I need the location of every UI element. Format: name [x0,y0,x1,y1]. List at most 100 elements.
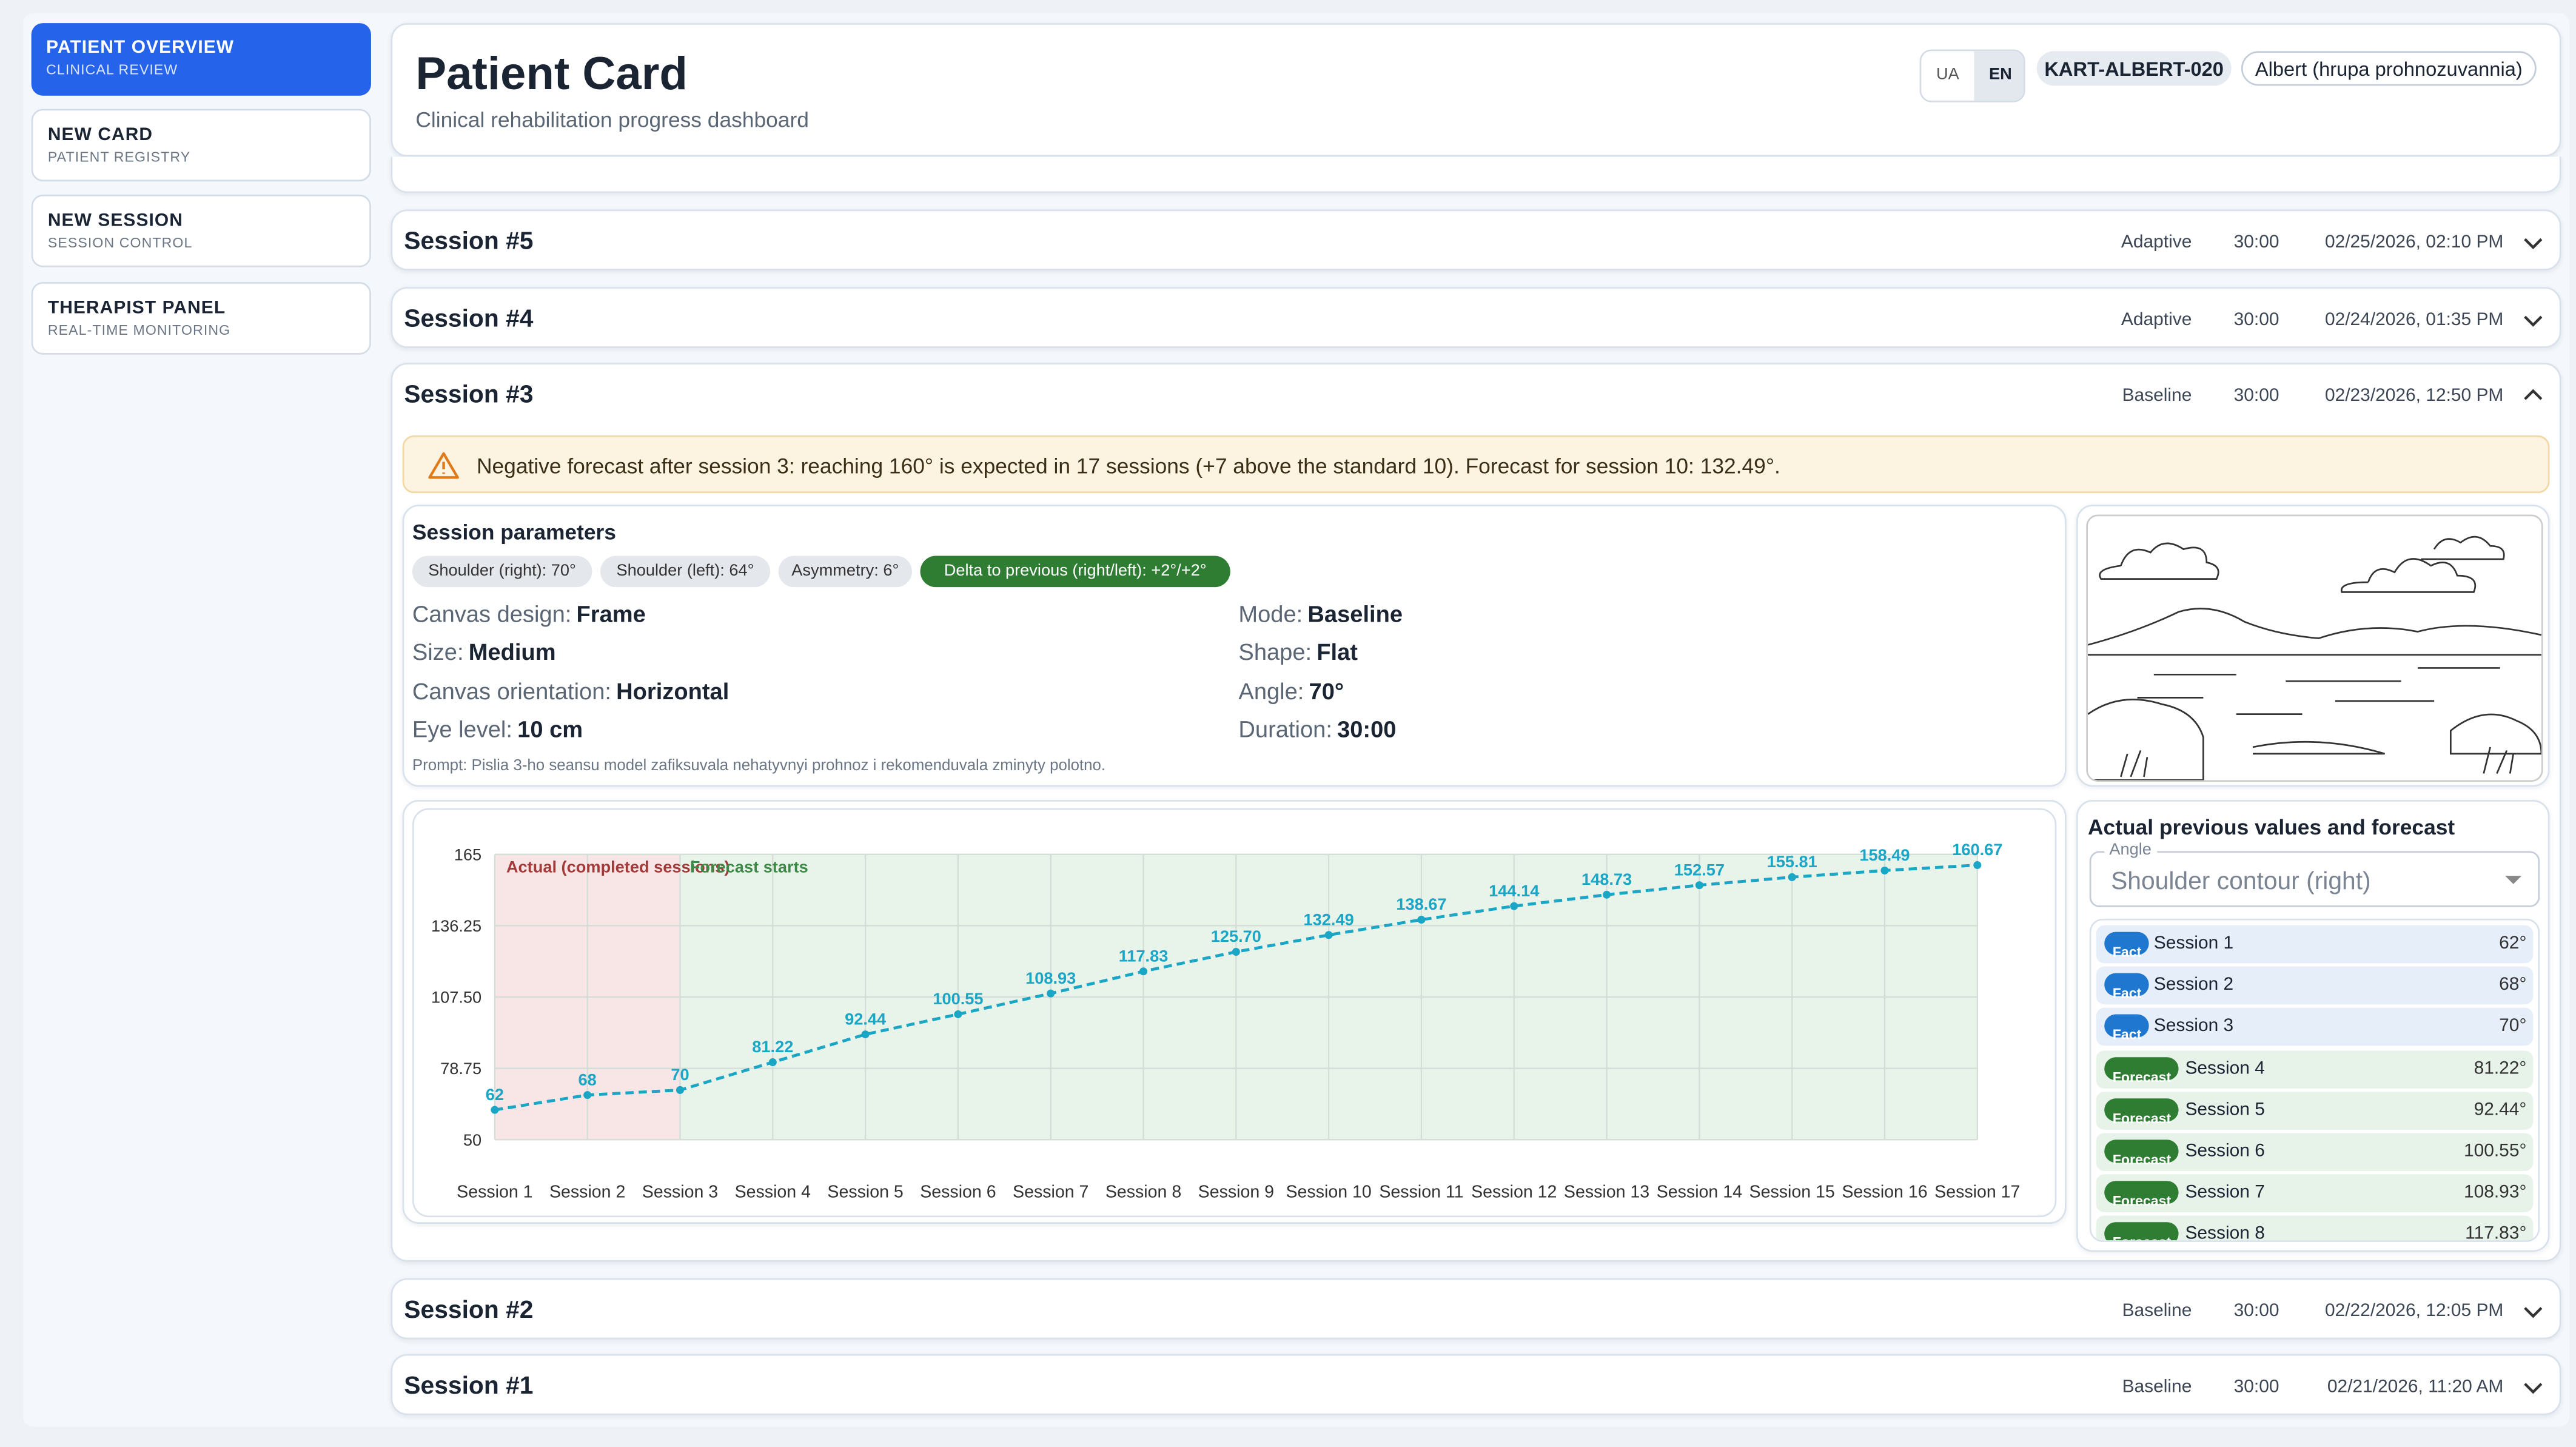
data-label: 70 [671,1065,689,1084]
parameter-value: Medium [468,639,556,665]
parameter-row: Shape: Flat [1238,639,1358,665]
data-label: 81.22 [752,1037,793,1056]
data-label: 117.83 [1119,946,1169,965]
data-point [1695,881,1703,890]
language-button[interactable]: EN [1974,51,2024,101]
session-mode: Adaptive [2121,232,2192,253]
data-label: 125.70 [1211,927,1261,945]
forecast-value: 92.44° [2474,1100,2527,1120]
forecast-row: Forecast Session 4 81.22° [2096,1050,2534,1088]
nav-title: THERAPIST PANEL [47,298,226,318]
nav-item[interactable]: PATIENT OVERVIEW CLINICAL REVIEW [31,23,371,96]
data-point [1510,902,1518,910]
data-point [861,1030,870,1039]
parameter-chip: Shoulder (right): 70° [412,556,592,588]
x-tick-label: Session 3 [642,1182,718,1201]
chevron-icon [2524,315,2543,326]
forecast-value: 117.83° [2465,1224,2527,1242]
forecast-row: Forecast Session 7 108.93° [2096,1174,2534,1213]
parameter-value: Baseline [1307,600,1403,627]
badge: Fact [2104,932,2150,960]
parameters-card: Session parameters Shoulder (right): 70° S… [402,505,2067,787]
session-header[interactable]: Session #5 Adaptive 30:00 02/25/2026, 02:10… [392,211,2563,272]
session-date: 02/21/2026, 11:20 AM [2327,1377,2504,1397]
chevron-icon [2524,1306,2543,1317]
session-card: Session #4 Adaptive 30:00 02/24/2026, 01:35… [391,287,2561,348]
parameter-value: 70° [1309,677,1344,704]
data-point [768,1058,777,1067]
annotation: Forecast starts [690,858,808,876]
parameter-row: Size: Medium [412,639,556,665]
language-label: EN [1988,65,2012,84]
forecast-session: Session 3 [2153,1016,2234,1036]
nav-item[interactable]: NEW SESSION SESSION CONTROL [31,194,371,267]
badge-text: Forecast [2113,1234,2171,1240]
arrow [2505,876,2522,884]
session-card: Session #2 Baseline 30:00 02/22/2026, 12:05… [391,1278,2561,1340]
parameter-row: Canvas design: Frame [412,600,646,627]
chevron [2524,1306,2543,1317]
parameter-row: Canvas orientation: Horizontal [412,677,729,704]
session-header[interactable]: Session #4 Adaptive 30:00 02/24/2026, 01:35… [392,289,2563,350]
data-point [1324,931,1333,939]
badge: Fact [2104,1015,2150,1043]
badge: Forecast [2104,1056,2179,1084]
session-title: Session #4 [404,305,534,334]
select[interactable]: Angle Shoulder contour (right) [2089,841,2540,907]
x-tick-label: Session 6 [920,1182,996,1201]
data-label: 108.93 [1025,969,1076,987]
forecast-session: Session 4 [2185,1058,2265,1078]
data-label: 92.44 [845,1009,886,1028]
forecast-value: 100.55° [2463,1141,2527,1161]
data-point [1788,873,1796,881]
patient-chip[interactable]: Albert (hrupa prohnozuvannia) [2241,51,2537,86]
session-mode: Baseline [2122,386,2192,406]
data-point [954,1010,962,1018]
session-mode: Baseline [2122,1301,2192,1321]
data-point [583,1091,592,1100]
x-tick-label: Session 13 [1564,1182,1649,1201]
parameter-row: Eye level: 10 cm [412,716,583,742]
x-tick-label: Session 11 [1379,1182,1463,1201]
language-toggle: UA EN [1919,49,2025,102]
y-tick-label: 136.25 [431,916,481,935]
language-button[interactable]: UA [1921,51,1974,101]
chart-frame: 50 78.75 107.50 136.25 165 Session 1 Session 2… [412,808,2057,1218]
nav-item[interactable]: THERAPIST PANEL REAL-TIME MONITORING [31,282,371,355]
chevron-icon [2524,1382,2543,1394]
parameter-value: Frame [576,600,646,627]
y-tick-label: 165 [454,845,481,864]
badge: Fact [2104,973,2150,1001]
session-card: Session #5 Adaptive 30:00 02/25/2026, 02:10… [391,209,2563,272]
x-tick-label: Session 14 [1657,1182,1742,1201]
data-label: 158.49 [1859,845,1910,864]
session-header[interactable]: Session #1 Baseline 30:00 02/21/2026, 11:20… [392,1356,2563,1417]
badge-text: Fact [2112,943,2142,960]
data-label: 148.73 [1581,870,1632,888]
parameter-label: Mode: [1238,600,1303,627]
badge-text: Forecast [2112,1151,2172,1168]
session-header[interactable]: Session #2 Baseline 30:00 02/22/2026, 12:05… [392,1280,2563,1341]
chip-text: Asymmetry: 6° [791,562,899,581]
data-label: 62 [486,1085,504,1104]
parameter-label: Canvas orientation: [412,677,611,704]
x-tick-label: Session 9 [1198,1182,1274,1201]
badge: Forecast [2104,1140,2179,1167]
water [2137,667,2500,715]
data-point [676,1086,685,1094]
data-label: 144.14 [1489,881,1539,900]
parameter-chip: Delta to previous (right/left): +2°/+2° [920,556,1230,588]
nav-item[interactable]: NEW CARD PATIENT REGISTRY [31,109,371,182]
badge: Forecast [2104,1181,2179,1209]
forecast-session: Session 2 [2153,975,2234,995]
session-title: Session #5 [404,227,534,256]
data-point [491,1106,499,1114]
chevron-icon [2524,237,2543,249]
session-duration: 30:00 [2233,386,2279,406]
data-label: 100.55 [933,989,983,1008]
session-header[interactable]: Session #3 Baseline 30:00 02/23/2026, 12:50… [392,364,2563,426]
forecast-row: Fact Session 1 62° [2096,925,2534,964]
session-date: 02/23/2026, 12:50 PM [2324,386,2504,406]
data-label: 68 [579,1070,597,1089]
parameter-chip: Asymmetry: 6° [778,556,912,588]
